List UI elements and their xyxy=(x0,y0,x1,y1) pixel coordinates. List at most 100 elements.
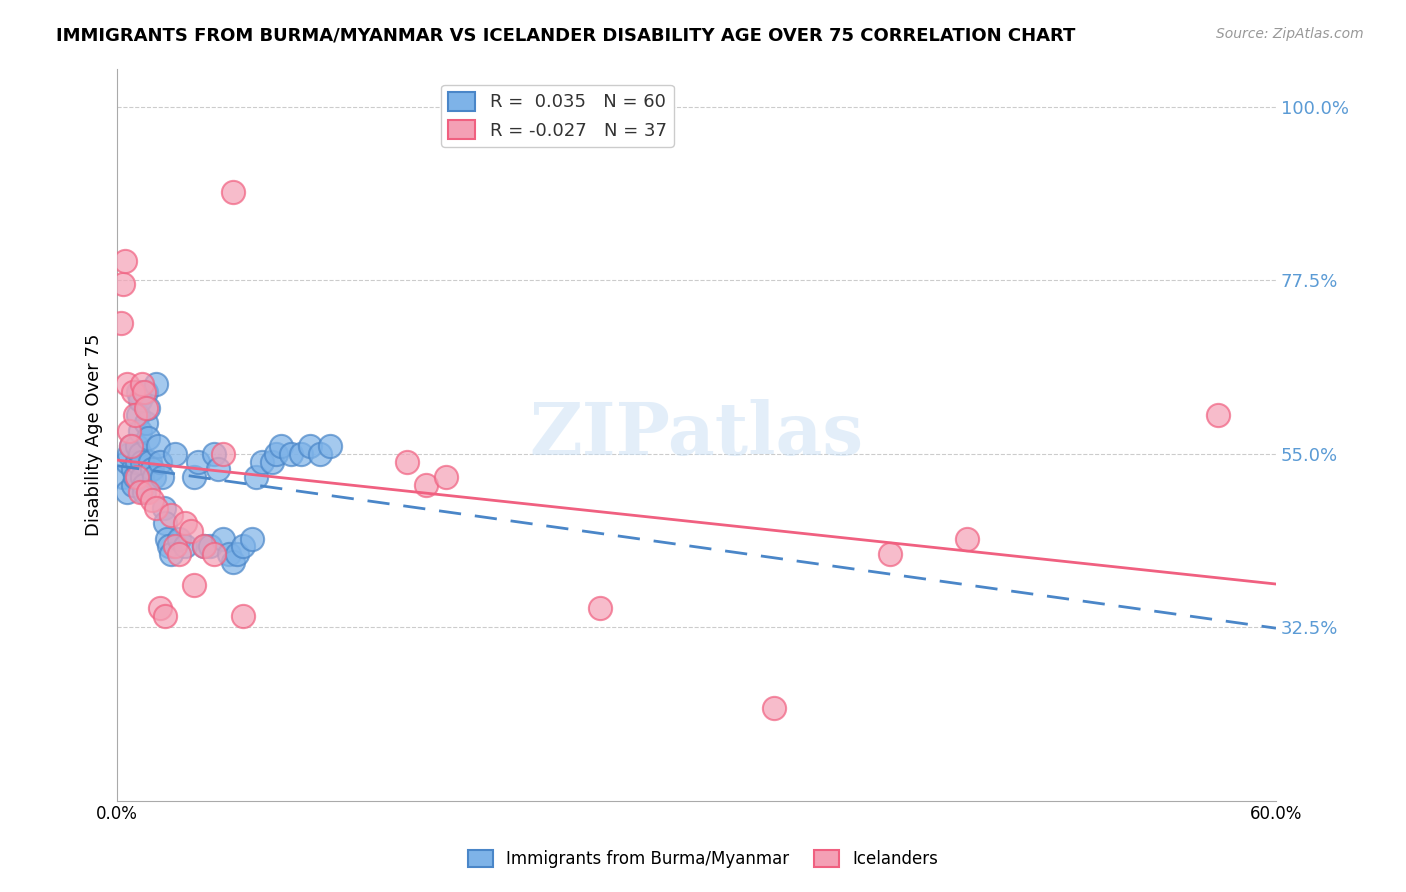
Point xyxy=(115,454,138,468)
Text: Source: ZipAtlas.com: Source: ZipAtlas.com xyxy=(1216,27,1364,41)
Point xyxy=(193,539,215,553)
Point xyxy=(131,470,153,484)
Point xyxy=(149,601,172,615)
Point xyxy=(232,608,254,623)
Point xyxy=(129,392,152,407)
Point xyxy=(115,377,138,392)
Point xyxy=(270,439,292,453)
Point xyxy=(129,447,152,461)
Text: IMMIGRANTS FROM BURMA/MYANMAR VS ICELANDER DISABILITY AGE OVER 75 CORRELATION CH: IMMIGRANTS FROM BURMA/MYANMAR VS ICELAND… xyxy=(56,27,1076,45)
Point xyxy=(290,447,312,461)
Point xyxy=(218,547,240,561)
Point xyxy=(160,547,183,561)
Point xyxy=(135,416,157,430)
Point xyxy=(131,454,153,468)
Point xyxy=(260,454,283,468)
Point xyxy=(202,447,225,461)
Point xyxy=(879,547,901,561)
Point xyxy=(198,539,221,553)
Point xyxy=(134,385,156,400)
Point xyxy=(115,485,138,500)
Point xyxy=(146,439,169,453)
Point xyxy=(202,547,225,561)
Point xyxy=(134,485,156,500)
Point xyxy=(136,401,159,415)
Legend: Immigrants from Burma/Myanmar, Icelanders: Immigrants from Burma/Myanmar, Icelander… xyxy=(461,843,945,875)
Point xyxy=(141,493,163,508)
Point xyxy=(149,454,172,468)
Y-axis label: Disability Age Over 75: Disability Age Over 75 xyxy=(86,334,103,536)
Point xyxy=(589,601,612,615)
Point xyxy=(232,539,254,553)
Point xyxy=(125,454,148,468)
Point xyxy=(222,555,245,569)
Point xyxy=(183,578,205,592)
Point xyxy=(127,409,149,423)
Point xyxy=(183,470,205,484)
Point xyxy=(111,277,134,292)
Point xyxy=(245,470,267,484)
Legend: R =  0.035   N = 60, R = -0.027   N = 37: R = 0.035 N = 60, R = -0.027 N = 37 xyxy=(441,85,673,147)
Point xyxy=(136,485,159,500)
Point xyxy=(309,447,332,461)
Point xyxy=(167,532,190,546)
Point xyxy=(212,532,235,546)
Point xyxy=(167,547,190,561)
Point xyxy=(120,439,142,453)
Point xyxy=(145,377,167,392)
Point xyxy=(125,439,148,453)
Point xyxy=(299,439,322,453)
Point xyxy=(127,385,149,400)
Point xyxy=(125,470,148,484)
Point xyxy=(762,701,785,715)
Point xyxy=(131,377,153,392)
Point xyxy=(180,524,202,538)
Point xyxy=(155,608,177,623)
Point xyxy=(415,477,437,491)
Point xyxy=(152,500,174,515)
Point xyxy=(139,454,162,468)
Point xyxy=(111,470,134,484)
Point xyxy=(193,539,215,553)
Point xyxy=(226,547,249,561)
Point xyxy=(136,432,159,446)
Point xyxy=(118,424,141,438)
Point xyxy=(156,532,179,546)
Point xyxy=(110,316,132,330)
Point xyxy=(118,447,141,461)
Point xyxy=(173,516,195,531)
Point xyxy=(956,532,979,546)
Point xyxy=(280,447,302,461)
Point xyxy=(157,539,180,553)
Point xyxy=(250,454,273,468)
Point xyxy=(121,385,143,400)
Point xyxy=(142,470,165,484)
Point xyxy=(1206,409,1229,423)
Point xyxy=(134,477,156,491)
Point xyxy=(114,254,136,268)
Point xyxy=(212,447,235,461)
Point xyxy=(165,447,187,461)
Point xyxy=(120,439,142,453)
Point xyxy=(135,401,157,415)
Point xyxy=(121,477,143,491)
Point xyxy=(135,385,157,400)
Point xyxy=(264,447,287,461)
Text: ZIPatlas: ZIPatlas xyxy=(530,399,863,470)
Point xyxy=(129,485,152,500)
Point xyxy=(129,424,152,438)
Point xyxy=(434,470,457,484)
Point xyxy=(124,470,146,484)
Point xyxy=(160,508,183,523)
Point xyxy=(150,470,173,484)
Point xyxy=(395,454,418,468)
Point xyxy=(141,462,163,476)
Point xyxy=(155,516,177,531)
Point xyxy=(222,185,245,199)
Point xyxy=(318,439,340,453)
Point xyxy=(242,532,264,546)
Point xyxy=(187,454,209,468)
Point xyxy=(165,539,187,553)
Point xyxy=(145,500,167,515)
Point xyxy=(173,539,195,553)
